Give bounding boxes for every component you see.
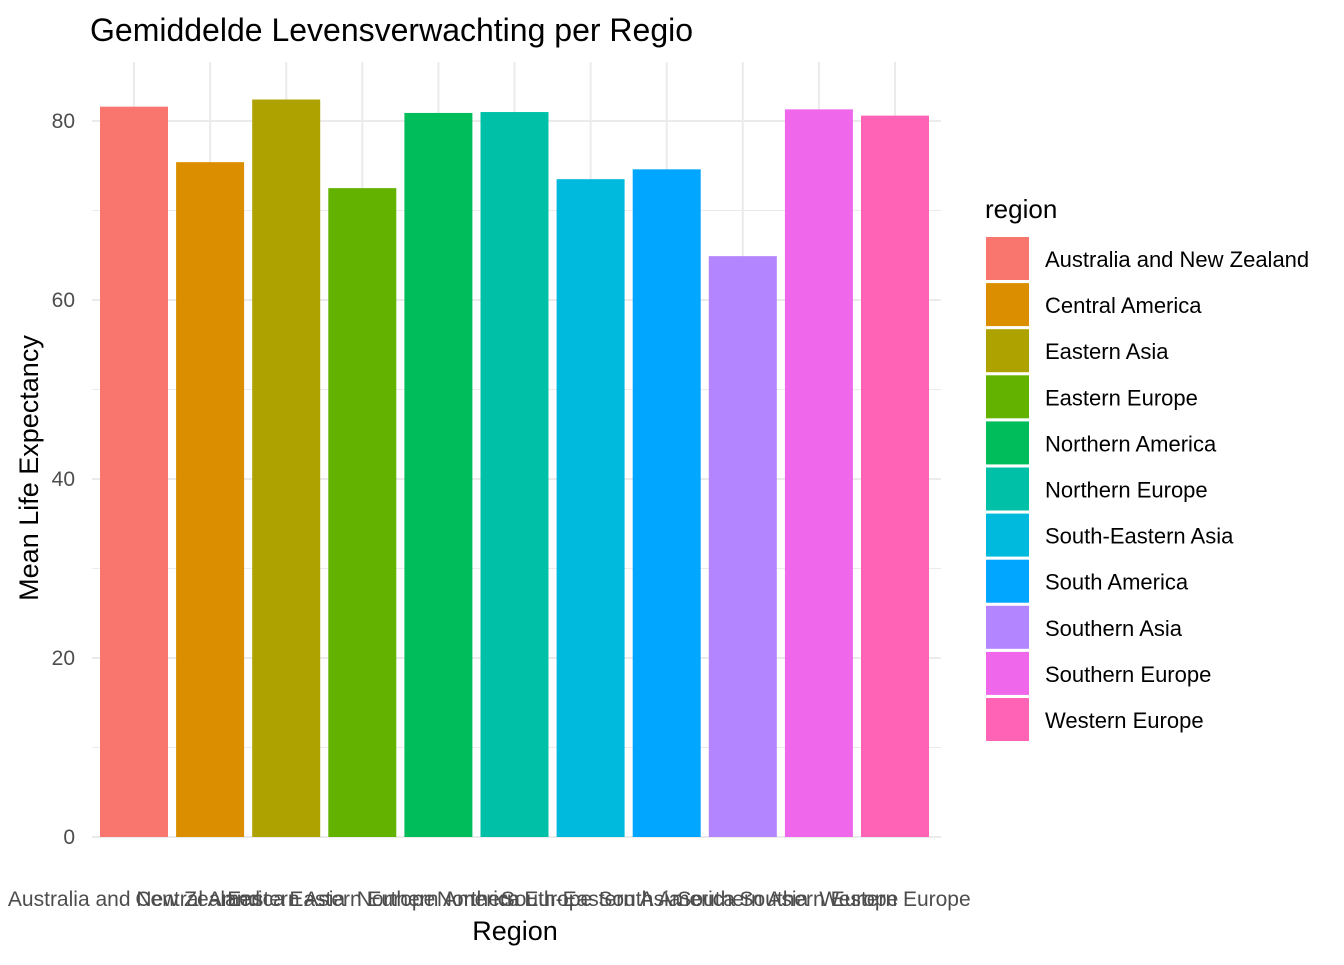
legend-swatch (986, 375, 1029, 419)
x-tick-label: Western Europe (819, 888, 970, 911)
legend-swatch (986, 237, 1029, 280)
y-tick-label: 40 (52, 468, 75, 491)
legend-swatch (986, 513, 1029, 557)
legend-item-label: Eastern Europe (1045, 385, 1198, 410)
legend-item-label: Western Europe (1045, 708, 1204, 733)
y-tick-label: 60 (52, 289, 75, 312)
x-tick-label: South-Eastern Asia (501, 888, 681, 911)
legend-item-label: Southern Asia (1045, 616, 1183, 641)
legend-title: region (985, 194, 1057, 224)
bar (480, 112, 549, 838)
legend-item-label: Australia and New Zealand (1045, 247, 1309, 272)
x-tick-label: Eastern Europe (289, 888, 435, 911)
legend-item-label: Central America (1045, 293, 1202, 318)
legend-item-label: Eastern Asia (1045, 339, 1169, 364)
x-tick-label: Eastern Asia (227, 888, 345, 911)
legend-swatch (986, 329, 1029, 373)
y-axis-ticks: 0 20 40 60 80 (52, 110, 75, 849)
legend-item-label: South-Eastern Asia (1045, 524, 1234, 549)
chart-title: Gemiddelde Levensverwachting per Regio (90, 12, 693, 48)
legend-swatch (986, 651, 1029, 695)
legend-swatch (986, 605, 1029, 649)
bar (328, 188, 397, 837)
bar (632, 169, 701, 837)
y-tick-label: 80 (52, 110, 75, 133)
x-axis-label: Region (472, 916, 558, 946)
bar (100, 106, 168, 838)
x-tick-label: Northern Europe (437, 888, 592, 911)
x-tick-label: Northern America (357, 888, 521, 911)
bar (708, 256, 777, 837)
bars (100, 99, 929, 838)
legend-item-label: Northern Europe (1045, 478, 1208, 503)
legend-swatch (986, 283, 1029, 327)
bar (556, 179, 625, 838)
legend-swatch (986, 559, 1029, 603)
legend-swatch (986, 467, 1029, 511)
x-tick-label: South America (598, 888, 735, 911)
y-axis-label: Mean Life Expectancy (14, 335, 44, 601)
bar (861, 115, 929, 837)
bar (784, 109, 853, 838)
y-tick-label: 0 (63, 826, 75, 849)
x-tick-label: Southern Europe (740, 888, 899, 911)
x-tick-label: Central America (135, 888, 285, 911)
legend-swatch (986, 698, 1029, 741)
bar (404, 112, 473, 837)
legend-item-label: Northern America (1045, 431, 1217, 456)
bar (176, 162, 245, 838)
y-tick-label: 20 (52, 647, 75, 670)
legend-item-label: Southern Europe (1045, 662, 1211, 687)
x-tick-label: Australia and New Zealand (8, 888, 260, 911)
x-tick-label: Southern Asia (677, 888, 808, 911)
legend-item-label: South America (1045, 570, 1189, 595)
legend-swatch (986, 421, 1029, 465)
bar (252, 99, 321, 837)
legend: Australia and New Zealand Central America… (986, 237, 1309, 741)
